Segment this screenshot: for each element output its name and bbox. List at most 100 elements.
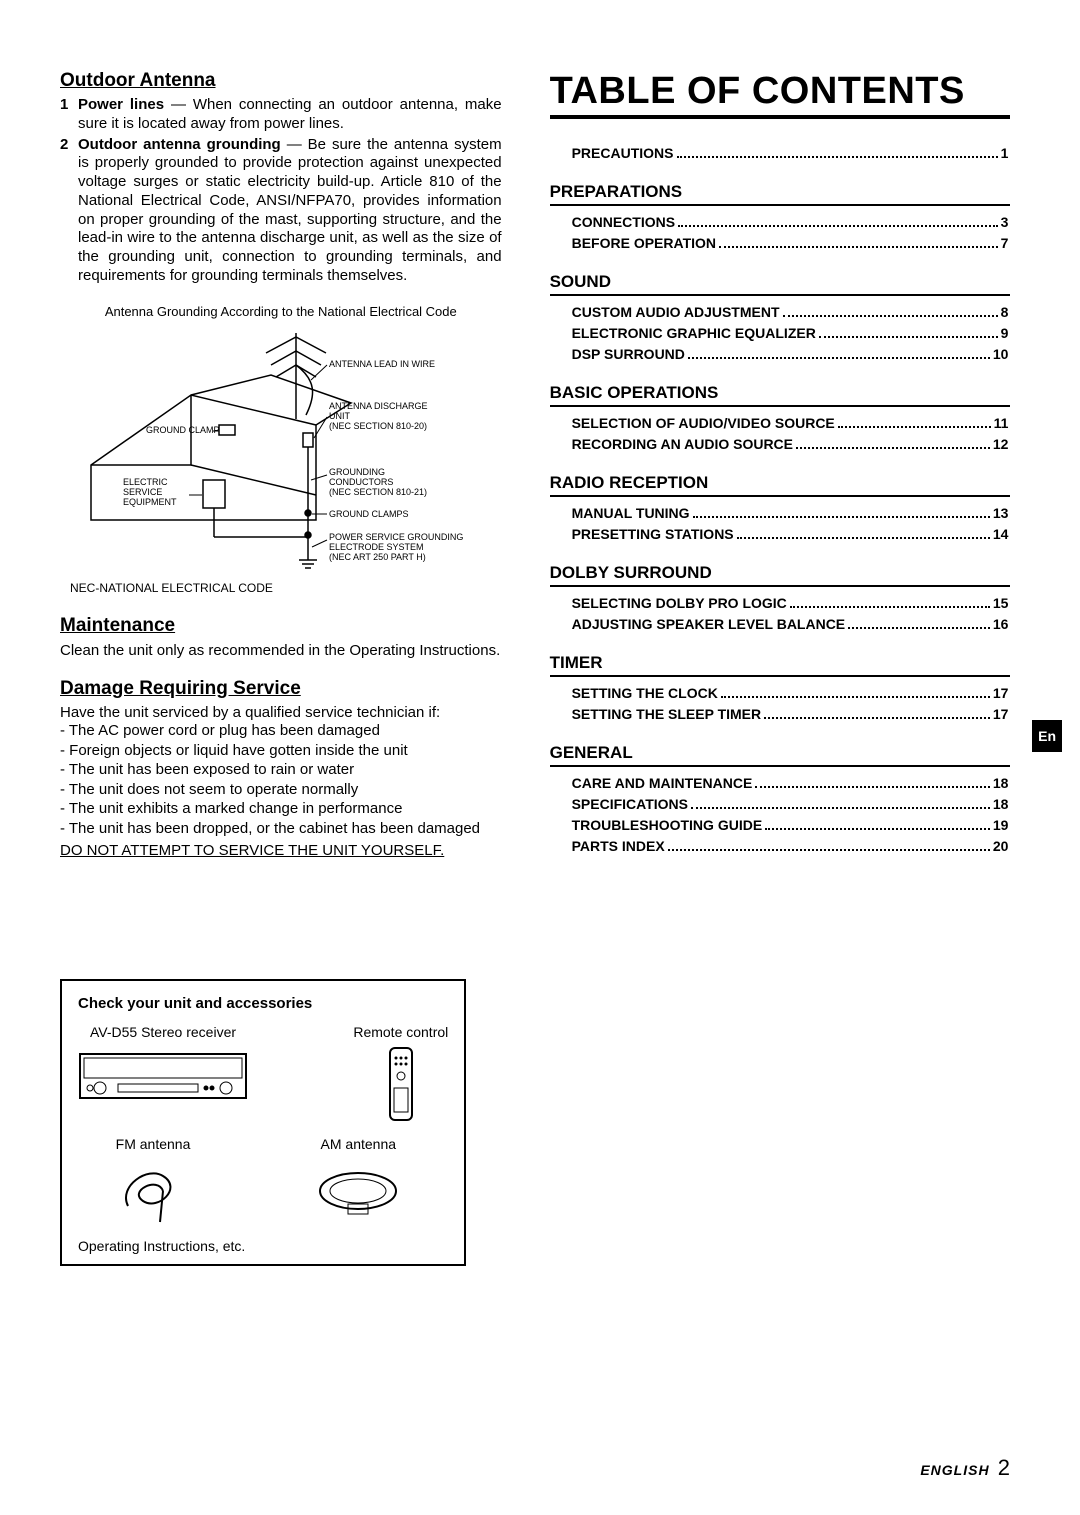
item-lead: Outdoor antenna grounding: [78, 136, 281, 153]
toc-page: 9: [1001, 323, 1009, 344]
diagram-label: ELECTRODE SYSTEM: [329, 542, 424, 552]
toc-section-heading: PREPARATIONS: [550, 182, 1011, 206]
damage-heading: Damage Requiring Service: [60, 678, 502, 700]
toc-row: SPECIFICATIONS18: [572, 794, 1009, 815]
damage-intro: Have the unit serviced by a qualified se…: [60, 704, 502, 721]
toc-row: ELECTRONIC GRAPHIC EQUALIZER 9: [572, 323, 1009, 344]
toc-page: 13: [993, 503, 1009, 524]
receiver-icon: [78, 1044, 248, 1104]
toc-row: CONNECTIONS3: [572, 212, 1009, 233]
outdoor-antenna-section: Outdoor Antenna 1 Power lines — When con…: [60, 70, 502, 595]
diagram-label: ELECTRIC: [123, 477, 168, 487]
toc-label: CUSTOM AUDIO ADJUSTMENT: [572, 302, 780, 323]
toc-row: SELECTION OF AUDIO/VIDEO SOURCE11: [572, 413, 1009, 434]
toc-page: 18: [993, 773, 1009, 794]
toc-label: BEFORE OPERATION: [572, 233, 716, 254]
toc-section-heading: TIMER: [550, 653, 1011, 677]
diagram-label: ANTENNA DISCHARGE: [329, 401, 428, 411]
toc-title: TABLE OF CONTENTS: [550, 70, 1011, 119]
accessories-row: AV-D55 Stereo receiver Remote control: [78, 1024, 448, 1128]
toc-section-heading: BASIC OPERATIONS: [550, 383, 1011, 407]
toc-page: 17: [993, 704, 1009, 725]
toc-section: RADIO RECEPTION MANUAL TUNING13PRESETTING…: [550, 473, 1011, 545]
acc-am: AM antenna: [308, 1136, 408, 1230]
toc-entries: CUSTOM AUDIO ADJUSTMENT8ELECTRONIC GRAPH…: [550, 302, 1011, 365]
toc-entries: CARE AND MAINTENANCE 18SPECIFICATIONS18TR…: [550, 773, 1011, 857]
item-body: — Be sure the antenna system is properly…: [78, 136, 502, 284]
diagram-label: GROUND CLAMP: [146, 425, 220, 435]
antenna-diagram-caption: Antenna Grounding According to the Natio…: [60, 304, 502, 319]
toc-page: 18: [993, 794, 1009, 815]
diagram-label: POWER SERVICE GROUNDING: [329, 532, 463, 542]
toc-entries: SELECTING DOLBY PRO LOGIC15ADJUSTING SPE…: [550, 593, 1011, 635]
toc-section-heading: SOUND: [550, 272, 1011, 296]
toc-dots: [668, 849, 990, 851]
accessories-box: Check your unit and accessories AV-D55 S…: [60, 979, 466, 1266]
toc-section-heading: RADIO RECEPTION: [550, 473, 1011, 497]
footer-page-number: 2: [998, 1455, 1010, 1480]
toc-label: SELECTING DOLBY PRO LOGIC: [572, 593, 787, 614]
toc-dots: [677, 156, 998, 158]
toc-dots: [721, 696, 990, 698]
toc-entries: MANUAL TUNING13PRESETTING STATIONS14: [550, 503, 1011, 545]
item-text: Power lines — When connecting an outdoor…: [78, 96, 502, 134]
toc-row: CARE AND MAINTENANCE 18: [572, 773, 1009, 794]
toc-section: SOUND CUSTOM AUDIO ADJUSTMENT8ELECTRONIC …: [550, 272, 1011, 365]
diagram-label: SERVICE: [123, 487, 162, 497]
toc-dots: [838, 426, 991, 428]
toc-row: PRESETTING STATIONS14: [572, 524, 1009, 545]
toc-dots: [691, 807, 990, 809]
toc-dots: [737, 537, 990, 539]
diagram-label: GROUND CLAMPS: [329, 509, 409, 519]
outdoor-antenna-heading: Outdoor Antenna: [60, 70, 502, 92]
fm-antenna-icon: [108, 1156, 198, 1226]
toc-dots: [764, 717, 990, 719]
toc-row: TROUBLESHOOTING GUIDE19: [572, 815, 1009, 836]
toc-dots: [765, 828, 990, 830]
toc-section: BASIC OPERATIONS SELECTION OF AUDIO/VIDEO…: [550, 383, 1011, 455]
maintenance-heading: Maintenance: [60, 615, 502, 637]
toc-page: 20: [993, 836, 1009, 857]
diagram-label: ANTENNA LEAD IN WIRE: [329, 359, 435, 369]
toc-label: SETTING THE CLOCK: [572, 683, 718, 704]
toc-row: MANUAL TUNING13: [572, 503, 1009, 524]
accessories-row: FM antenna AM antenna: [78, 1136, 448, 1230]
toc-row: DSP SURROUND10: [572, 344, 1009, 365]
toc-entries: CONNECTIONS3BEFORE OPERATION7: [550, 212, 1011, 254]
toc-entries: PRECAUTIONS1: [550, 143, 1011, 164]
toc-label: ELECTRONIC GRAPHIC EQUALIZER: [572, 323, 816, 344]
toc-section-heading: GENERAL: [550, 743, 1011, 767]
list-item: 2 Outdoor antenna grounding — Be sure th…: [60, 136, 502, 286]
nec-note: NEC-NATIONAL ELECTRICAL CODE: [70, 581, 502, 595]
outdoor-antenna-list: 1 Power lines — When connecting an outdo…: [60, 96, 502, 286]
toc-row: PRECAUTIONS1: [572, 143, 1009, 164]
toc-section: GENERAL CARE AND MAINTENANCE 18SPECIFICATI…: [550, 743, 1011, 857]
toc-section-heading: DOLBY SURROUND: [550, 563, 1011, 587]
toc-entries: SETTING THE CLOCK17SETTING THE SLEEP TIM…: [550, 683, 1011, 725]
damage-section: Damage Requiring Service Have the unit s…: [60, 678, 502, 859]
toc-label: PRESETTING STATIONS: [572, 524, 734, 545]
antenna-grounding-diagram: ANTENNA LEAD IN WIRE ANTENNA DISCHARGE U…: [71, 325, 491, 575]
maintenance-section: Maintenance Clean the unit only as recom…: [60, 615, 502, 661]
toc-label: CARE AND MAINTENANCE: [572, 773, 753, 794]
toc-page: 12: [993, 434, 1009, 455]
acc-remote-label: Remote control: [353, 1024, 448, 1040]
damage-points: - The AC power cord or plug has been dam…: [60, 721, 502, 838]
toc-section: TIMERSETTING THE CLOCK17SETTING THE SLEE…: [550, 653, 1011, 725]
acc-receiver: AV-D55 Stereo receiver: [78, 1024, 248, 1128]
toc-page: 19: [993, 815, 1009, 836]
toc-row: BEFORE OPERATION7: [572, 233, 1009, 254]
acc-am-label: AM antenna: [308, 1136, 408, 1152]
toc-label: PRECAUTIONS: [572, 143, 674, 164]
damage-warning: DO NOT ATTEMPT TO SERVICE THE UNIT YOURS…: [60, 842, 502, 859]
toc-dots: [790, 606, 990, 608]
toc-row: ADJUSTING SPEAKER LEVEL BALANCE16: [572, 614, 1009, 635]
toc-label: ADJUSTING SPEAKER LEVEL BALANCE: [572, 614, 846, 635]
diagram-label: UNIT: [329, 411, 350, 421]
right-column: TABLE OF CONTENTS PRECAUTIONS1 PREPARATI…: [550, 70, 1011, 1266]
maintenance-body: Clean the unit only as recommended in th…: [60, 641, 502, 661]
damage-point: - The unit has been exposed to rain or w…: [60, 760, 502, 780]
toc-label: SELECTION OF AUDIO/VIDEO SOURCE: [572, 413, 835, 434]
toc-row: SETTING THE CLOCK17: [572, 683, 1009, 704]
toc-row: CUSTOM AUDIO ADJUSTMENT8: [572, 302, 1009, 323]
